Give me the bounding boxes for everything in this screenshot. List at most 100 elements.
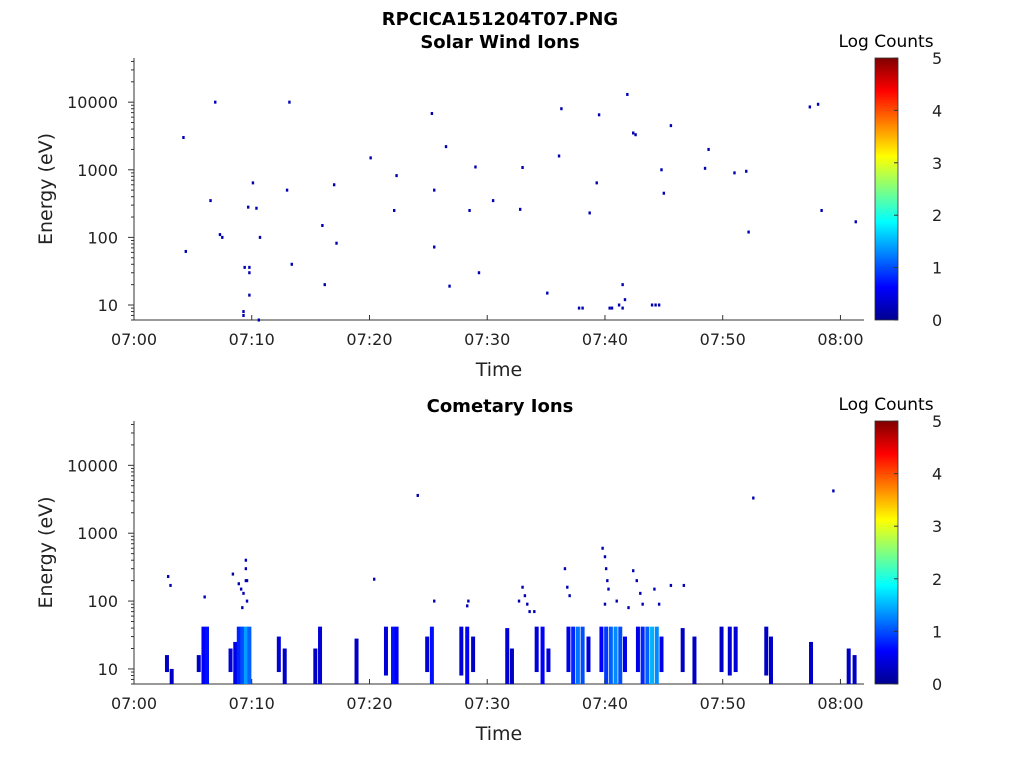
data-point xyxy=(832,489,835,493)
data-column xyxy=(622,636,627,673)
data-column xyxy=(236,626,241,684)
data-column xyxy=(640,626,645,684)
data-column xyxy=(233,641,238,684)
x-tick-label: 07:50 xyxy=(700,694,746,713)
data-point xyxy=(258,235,262,239)
data-point xyxy=(433,599,436,603)
data-column xyxy=(196,655,201,673)
data-point xyxy=(430,111,434,115)
data-point xyxy=(747,230,750,234)
data-point xyxy=(597,113,601,117)
x-tick-label: 07:10 xyxy=(229,330,275,349)
data-point xyxy=(285,188,289,192)
data-point xyxy=(615,599,618,603)
data-point xyxy=(563,567,567,571)
data-point xyxy=(290,262,293,266)
data-point xyxy=(820,208,823,212)
data-point xyxy=(467,599,470,603)
data-point xyxy=(288,100,291,104)
colorbar-tick-label: 5 xyxy=(932,49,942,68)
data-point xyxy=(733,171,736,175)
data-column xyxy=(719,626,724,673)
data-column xyxy=(692,636,697,684)
colorbar xyxy=(874,57,899,321)
data-column xyxy=(505,628,510,684)
data-column xyxy=(852,655,857,684)
data-point xyxy=(608,306,611,310)
data-point xyxy=(816,102,820,106)
data-column xyxy=(318,626,323,684)
data-point xyxy=(231,572,235,576)
data-point xyxy=(604,567,608,571)
y-tick-label: 10000 xyxy=(67,93,118,112)
data-point xyxy=(209,199,212,203)
data-point xyxy=(603,555,607,559)
data-column xyxy=(465,626,470,684)
x-tick-label: 08:00 xyxy=(817,330,863,349)
data-point xyxy=(603,602,607,606)
x-axis-label: Time xyxy=(475,723,523,745)
data-point xyxy=(595,181,598,185)
data-point xyxy=(448,284,451,288)
x-tick-label: 07:10 xyxy=(229,694,275,713)
data-point xyxy=(251,181,255,185)
colorbar-tick-label: 0 xyxy=(932,311,942,330)
data-point xyxy=(639,591,642,595)
data-point xyxy=(526,602,529,606)
data-point xyxy=(752,496,755,500)
data-point xyxy=(588,211,591,215)
data-point xyxy=(577,306,581,310)
colorbar xyxy=(874,420,899,685)
data-column xyxy=(247,626,252,684)
data-point xyxy=(372,577,376,581)
data-column xyxy=(764,626,769,676)
data-column xyxy=(608,626,613,684)
data-column xyxy=(575,626,580,684)
data-point xyxy=(627,606,630,610)
data-point xyxy=(243,265,246,269)
data-point xyxy=(369,156,372,160)
x-tick-label: 08:00 xyxy=(817,694,863,713)
colorbar-tick-label: 4 xyxy=(932,465,942,484)
data-point xyxy=(518,207,522,211)
data-column xyxy=(471,636,476,673)
data-column xyxy=(459,626,464,676)
data-point xyxy=(237,582,240,586)
data-point xyxy=(182,136,185,140)
data-column xyxy=(546,648,551,673)
data-point xyxy=(650,303,654,307)
data-point xyxy=(474,165,477,169)
data-point xyxy=(634,133,637,137)
data-column xyxy=(659,636,664,673)
data-point xyxy=(245,579,249,583)
data-column xyxy=(580,626,585,684)
data-point xyxy=(557,154,561,158)
colorbar-tick-label: 3 xyxy=(932,517,942,536)
data-point xyxy=(521,166,524,170)
data-point xyxy=(617,303,621,307)
data-column xyxy=(243,626,248,684)
data-column xyxy=(383,626,388,676)
y-tick-label: 10 xyxy=(98,660,118,679)
panel-title: Solar Wind Ions xyxy=(420,32,579,53)
data-column xyxy=(313,648,318,684)
data-point xyxy=(523,594,527,598)
data-column xyxy=(534,626,539,673)
data-point xyxy=(654,303,657,307)
data-point xyxy=(444,145,448,149)
data-point xyxy=(221,235,224,239)
data-point xyxy=(635,579,638,583)
x-tick-label: 07:30 xyxy=(464,694,510,713)
data-column xyxy=(586,636,591,673)
data-point xyxy=(581,306,584,310)
data-point xyxy=(335,241,338,245)
data-column xyxy=(846,648,851,684)
data-point xyxy=(528,610,531,614)
figure-title: RPCICA151204T07.PNG xyxy=(382,9,618,30)
x-tick-label: 07:00 xyxy=(111,694,157,713)
data-point xyxy=(808,105,812,109)
data-column xyxy=(201,626,206,684)
data-column xyxy=(768,636,773,684)
data-point xyxy=(854,220,857,224)
data-point xyxy=(255,206,258,210)
